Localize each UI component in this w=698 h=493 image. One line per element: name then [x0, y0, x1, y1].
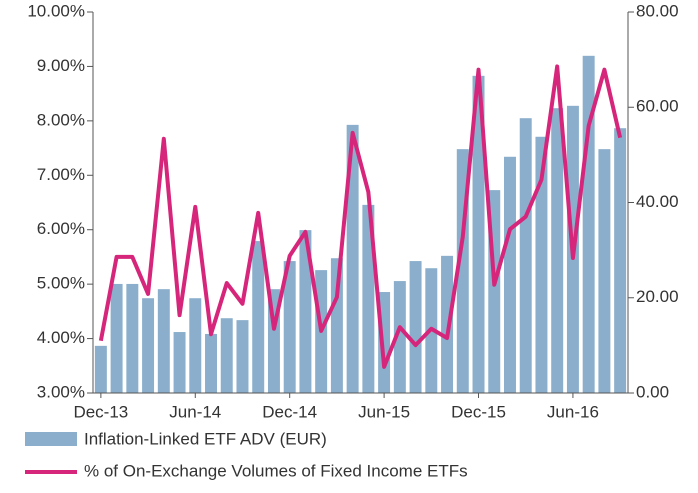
x-tick-label: Dec-14 — [262, 402, 317, 421]
bar — [551, 108, 564, 393]
y-tick-label: 5.00% — [37, 274, 85, 293]
y-tick-label: 7.00% — [37, 165, 85, 184]
legend-label: Inflation-Linked ETF ADV (EUR) — [84, 429, 327, 448]
bar — [504, 156, 516, 393]
bar — [472, 75, 485, 393]
x-tick-label: Jun-16 — [547, 402, 599, 421]
legend-swatch — [25, 432, 77, 446]
y2-tick-label: 80.00 — [636, 1, 679, 20]
bar — [409, 261, 422, 393]
x-tick-label: Jun-15 — [358, 402, 410, 421]
bar — [362, 204, 375, 393]
bar — [441, 255, 454, 393]
bar — [378, 292, 391, 393]
bar — [110, 283, 123, 393]
y-tick-label: 10.00% — [27, 1, 85, 20]
bar — [94, 345, 107, 393]
x-tick-label: Dec-15 — [451, 402, 506, 421]
legend-label: % of On-Exchange Volumes of Fixed Income… — [84, 461, 468, 480]
x-tick-label: Jun-14 — [169, 402, 221, 421]
bar — [598, 149, 611, 393]
y2-tick-label: 60.00 — [636, 97, 679, 116]
y2-tick-label: 40.00 — [636, 192, 679, 211]
bar — [126, 283, 139, 393]
x-tick-label: Dec-13 — [73, 402, 128, 421]
bar — [173, 332, 186, 393]
bar — [330, 258, 343, 393]
line — [98, 64, 623, 369]
bar — [157, 289, 170, 393]
bar — [189, 298, 202, 393]
bar — [393, 281, 406, 393]
y2-tick-label: 0.00 — [636, 382, 669, 401]
y2-tick-label: 20.00 — [636, 287, 679, 306]
y-tick-label: 3.00% — [37, 382, 85, 401]
bar — [299, 230, 312, 393]
bar — [142, 298, 155, 393]
bar — [519, 118, 532, 394]
bar — [283, 261, 296, 393]
y-tick-label: 4.00% — [37, 328, 85, 347]
bar — [488, 190, 501, 393]
bar — [582, 55, 595, 393]
bar — [252, 241, 265, 393]
bar — [267, 289, 280, 393]
bar — [205, 333, 217, 393]
bar — [346, 124, 359, 393]
bar — [236, 320, 249, 393]
bar — [614, 128, 627, 393]
y-tick-label: 6.00% — [37, 219, 85, 238]
bar — [535, 136, 548, 393]
y-tick-label: 9.00% — [37, 56, 85, 75]
bar — [220, 318, 233, 393]
bar — [456, 149, 469, 393]
y-tick-label: 8.00% — [37, 110, 85, 129]
